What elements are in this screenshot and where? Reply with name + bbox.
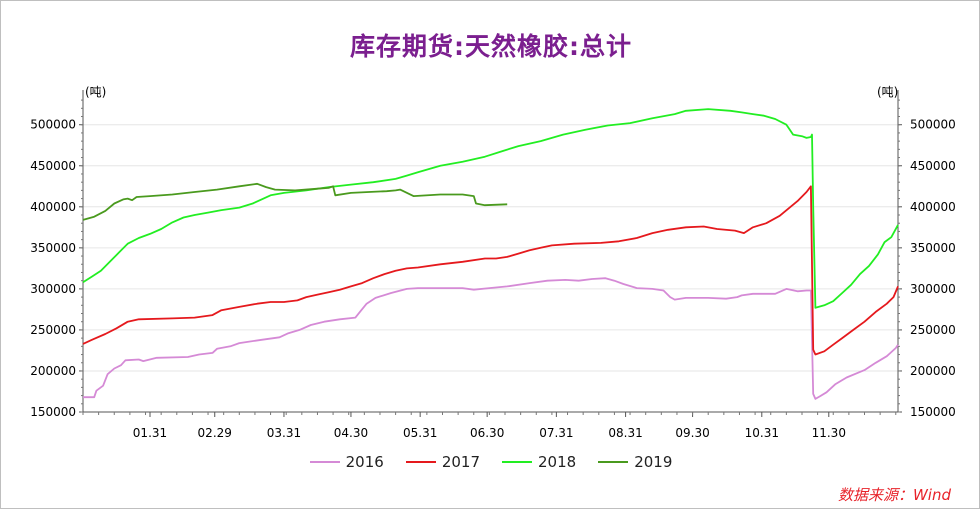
x-tick-label: 04.30 [334,426,368,440]
legend-swatch-2017 [405,461,436,463]
y-tick-label-left: 300000 [30,282,76,296]
y-tick-label-left: 200000 [30,364,76,378]
series-line-2018 [82,108,899,309]
x-tick-label: 11.30 [812,426,846,440]
legend-label-2017: 2017 [441,453,480,471]
legend-swatch-2019 [598,461,629,463]
x-tick-label: 07.31 [539,426,573,440]
legend: 2016 2017 2018 2019 [1,453,980,471]
x-tick-label: 10.31 [745,426,779,440]
x-tick-label: 05.31 [403,426,437,440]
series-line-2017 [82,185,899,356]
legend-item-2017: 2017 [405,453,480,471]
legend-swatch-2018 [502,461,532,463]
legend-label-2019: 2019 [634,453,673,471]
y-tick-label-right: 250000 [910,323,956,337]
legend-label-2016: 2016 [345,453,384,471]
y-tick-label-left: 450000 [30,159,76,173]
x-tick-label: 09.30 [675,426,709,440]
y-tick-label-left: 350000 [30,241,76,255]
x-tick-label: 02.29 [198,426,232,440]
left-axis-unit: (吨) [85,85,107,99]
x-tick-label: 06.30 [470,426,504,440]
series-line-2019 [82,182,508,221]
y-tick-label-right: 500000 [910,118,956,132]
series-line-2016 [83,277,899,400]
legend-item-2019: 2019 [598,453,672,471]
chart-title: 库存期货:天然橡胶:总计 [350,32,632,61]
x-tick-label: 08.31 [608,426,642,440]
right-axis-unit: (吨) [877,85,899,99]
y-tick-label-left: 250000 [30,323,76,337]
y-tick-label-right: 150000 [910,405,956,419]
y-tick-label-right: 350000 [910,241,956,255]
y-tick-label-left: 400000 [30,200,76,214]
legend-swatch-2016 [309,461,340,463]
y-tick-label-right: 400000 [910,200,956,214]
x-tick-label: 03.31 [267,426,301,440]
y-tick-label-right: 200000 [910,364,956,378]
y-tick-label-left: 150000 [30,405,76,419]
legend-label-2018: 2018 [538,453,577,471]
y-tick-label-right: 300000 [910,282,956,296]
legend-item-2018: 2018 [502,453,576,471]
legend-item-2016: 2016 [309,453,384,471]
y-tick-label-right: 450000 [910,159,956,173]
source-note: 数据来源：Wind [837,486,951,504]
x-tick-label: 01.31 [133,426,167,440]
y-tick-label-left: 500000 [30,118,76,132]
